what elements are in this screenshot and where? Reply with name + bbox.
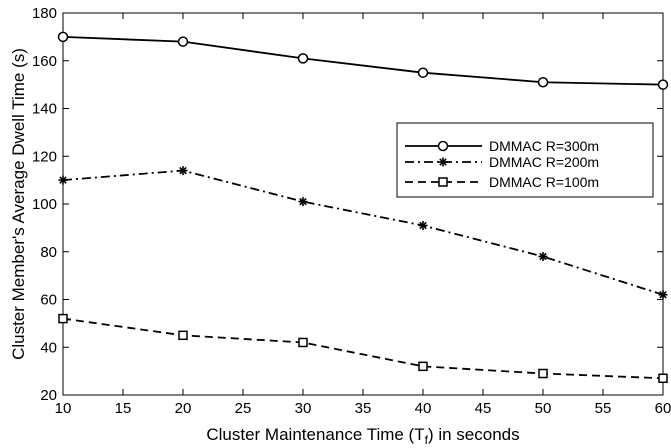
y-tick-label: 100	[32, 196, 57, 213]
x-tick-label: 45	[475, 400, 492, 417]
x-tick-label: 10	[55, 400, 72, 417]
series-line	[62, 169, 664, 296]
x-tick-label: 35	[355, 400, 372, 417]
series-2	[58, 166, 668, 300]
y-tick-label: 20	[40, 387, 57, 404]
data-point-circle	[537, 76, 549, 88]
data-point-star	[418, 220, 428, 230]
data-point-star	[438, 157, 448, 167]
series-layer	[57, 31, 669, 384]
legend-label: DMMAC R=100m	[489, 174, 599, 190]
data-point-square	[178, 330, 188, 341]
y-tick-label: 40	[40, 339, 57, 356]
data-point-square	[438, 177, 448, 187]
data-point-star	[58, 175, 68, 185]
x-tick-label: 20	[175, 400, 192, 417]
data-point-square	[538, 368, 548, 379]
x-tick-label: 15	[115, 400, 132, 417]
data-point-circle	[657, 79, 669, 90]
series-line	[62, 35, 664, 86]
y-tick-label: 180	[32, 5, 57, 22]
data-point-star	[178, 166, 188, 176]
legend-label: DMMAC R=200m	[489, 154, 599, 170]
y-tick-label: 80	[40, 244, 57, 261]
series-1	[57, 31, 669, 90]
legend-entry: DMMAC R=100m	[405, 174, 599, 190]
series-3	[58, 313, 668, 384]
y-tick-label: 160	[32, 53, 57, 70]
data-point-star	[298, 197, 308, 207]
y-tick-label: 60	[40, 292, 57, 309]
plot-area	[62, 12, 664, 396]
data-point-circle	[437, 140, 449, 152]
data-point-circle	[177, 36, 189, 47]
y-axis-label: Cluster Member's Average Dwell Time (s)	[9, 48, 28, 360]
axis-ticks: 10 15 20 25 30 35 40 45 50 55 60 20 40 60 80 100 120 140 1…	[32, 5, 671, 417]
legend-label: DMMAC R=300m	[489, 138, 599, 154]
data-point-circle	[417, 67, 429, 78]
x-tick-label: 50	[535, 400, 552, 417]
data-point-star	[658, 290, 668, 300]
legend-entry: DMMAC R=200m	[405, 154, 599, 170]
x-axis-label-suffix: ) in seconds	[428, 425, 520, 444]
x-tick-label: 60	[655, 400, 671, 417]
y-tick-label: 120	[32, 148, 57, 165]
x-tick-label: 25	[235, 400, 252, 417]
x-axis-label-subscript: f	[425, 433, 429, 447]
x-tick-label: 40	[415, 400, 432, 417]
legend-entry: DMMAC R=300m	[405, 138, 599, 154]
x-tick-label: 55	[595, 400, 612, 417]
x-axis-label-main: Cluster Maintenance Time (T	[206, 425, 424, 444]
series-line	[62, 317, 664, 380]
y-tick-label: 140	[32, 101, 57, 118]
data-point-square	[658, 373, 668, 384]
x-tick-label: 30	[295, 400, 312, 417]
data-point-circle	[297, 53, 309, 64]
data-point-star	[538, 252, 548, 262]
data-point-square	[418, 361, 428, 372]
data-point-square	[298, 337, 308, 348]
x-axis-label: Cluster Maintenance Time (Tf) in seconds	[206, 425, 519, 447]
data-point-square	[58, 313, 68, 324]
data-point-circle	[57, 31, 69, 43]
